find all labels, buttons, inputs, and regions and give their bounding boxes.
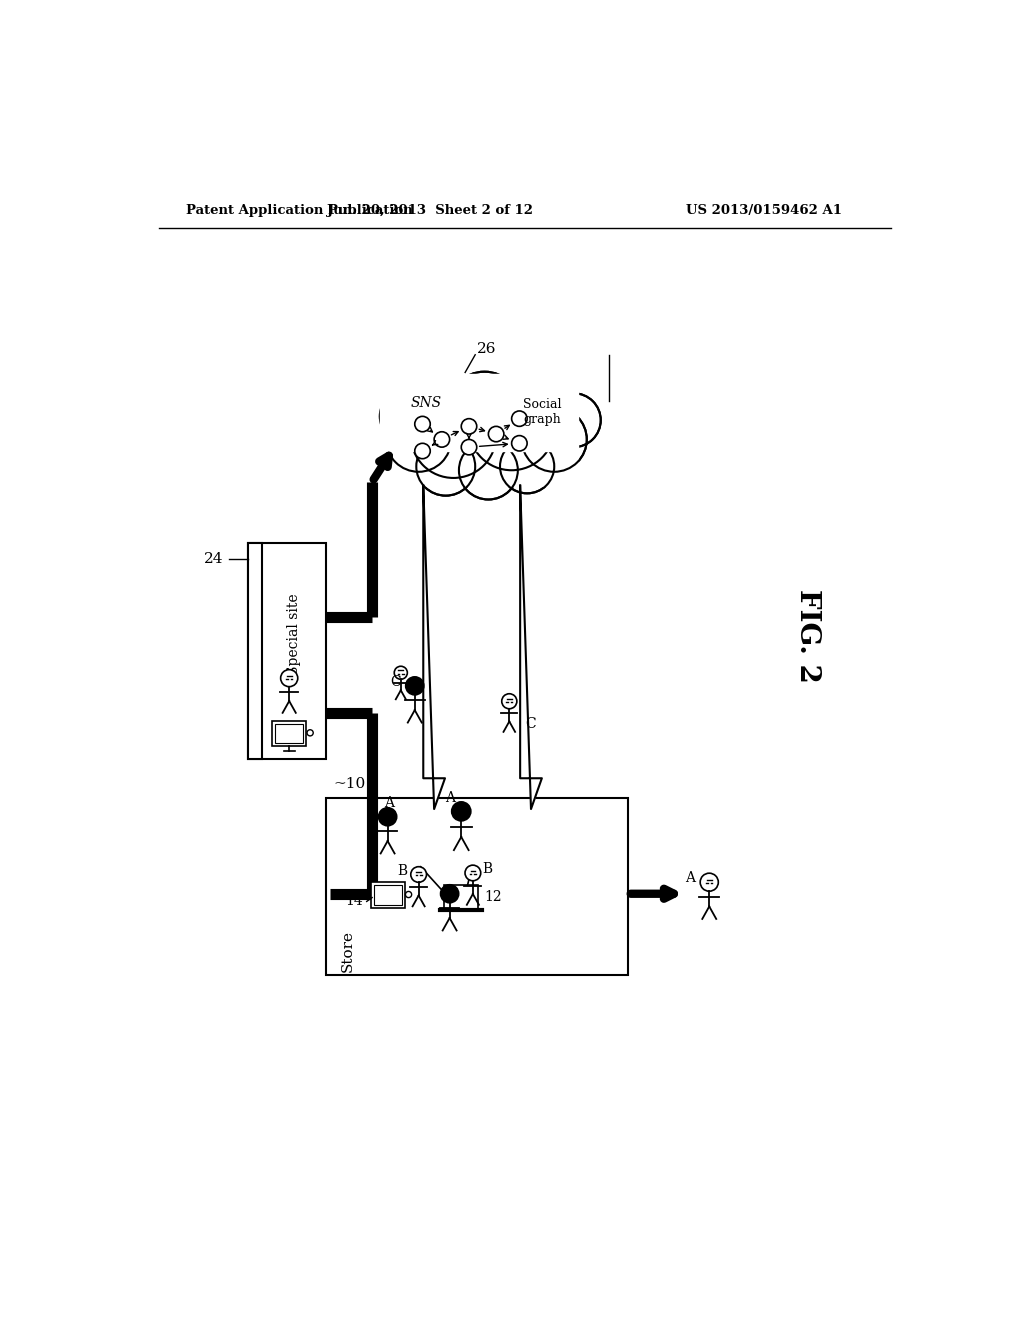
Circle shape bbox=[452, 801, 471, 821]
Text: 14: 14 bbox=[345, 895, 362, 908]
Polygon shape bbox=[423, 486, 445, 809]
Text: 26: 26 bbox=[477, 342, 497, 356]
Bar bbox=[380, 374, 578, 451]
Bar bbox=[380, 374, 578, 486]
Circle shape bbox=[411, 867, 426, 882]
Text: Jun. 20, 2013  Sheet 2 of 12: Jun. 20, 2013 Sheet 2 of 12 bbox=[328, 205, 534, 218]
Circle shape bbox=[406, 677, 424, 694]
Circle shape bbox=[461, 440, 477, 455]
Circle shape bbox=[465, 865, 480, 880]
Circle shape bbox=[512, 436, 527, 451]
Text: B: B bbox=[397, 863, 407, 878]
Circle shape bbox=[502, 694, 517, 709]
Text: 12: 12 bbox=[484, 890, 502, 904]
Circle shape bbox=[281, 669, 298, 686]
Bar bbox=[444, 884, 478, 909]
Text: Patent Application Publication: Patent Application Publication bbox=[186, 205, 413, 218]
Polygon shape bbox=[520, 486, 542, 809]
Circle shape bbox=[417, 437, 475, 496]
Circle shape bbox=[700, 874, 718, 891]
Circle shape bbox=[394, 667, 408, 680]
Bar bbox=[374, 886, 401, 904]
Circle shape bbox=[415, 416, 430, 432]
Bar bbox=[272, 721, 306, 746]
Text: FIG. 2: FIG. 2 bbox=[795, 589, 821, 682]
Text: C: C bbox=[524, 717, 536, 731]
Bar bbox=[326, 797, 628, 974]
Circle shape bbox=[434, 432, 450, 447]
Circle shape bbox=[461, 418, 477, 434]
Text: Store: Store bbox=[340, 931, 354, 973]
FancyBboxPatch shape bbox=[248, 544, 326, 759]
Circle shape bbox=[447, 372, 521, 446]
Text: A: A bbox=[384, 796, 394, 810]
Text: Special site: Special site bbox=[287, 593, 301, 675]
Circle shape bbox=[406, 891, 412, 898]
Circle shape bbox=[488, 426, 504, 442]
Circle shape bbox=[547, 393, 601, 447]
Circle shape bbox=[512, 411, 527, 426]
Circle shape bbox=[521, 407, 587, 471]
Bar bbox=[371, 882, 404, 908]
Bar bbox=[248, 544, 262, 759]
Circle shape bbox=[386, 407, 452, 471]
Circle shape bbox=[415, 444, 430, 459]
Circle shape bbox=[411, 393, 496, 478]
Bar bbox=[275, 723, 303, 743]
Text: A: A bbox=[445, 791, 455, 804]
Circle shape bbox=[440, 884, 459, 903]
Text: A: A bbox=[685, 871, 695, 886]
Circle shape bbox=[307, 730, 313, 737]
Circle shape bbox=[469, 385, 554, 470]
Text: ~10: ~10 bbox=[334, 776, 366, 791]
Text: 24: 24 bbox=[204, 552, 223, 566]
Circle shape bbox=[500, 440, 554, 494]
Text: US 2013/0159462 A1: US 2013/0159462 A1 bbox=[685, 205, 842, 218]
Text: Social
graph: Social graph bbox=[523, 399, 562, 426]
Text: C: C bbox=[390, 675, 400, 689]
Circle shape bbox=[380, 389, 434, 444]
Text: SNS: SNS bbox=[411, 396, 442, 411]
Circle shape bbox=[379, 808, 396, 826]
Circle shape bbox=[459, 441, 518, 499]
Text: B: B bbox=[482, 862, 493, 876]
